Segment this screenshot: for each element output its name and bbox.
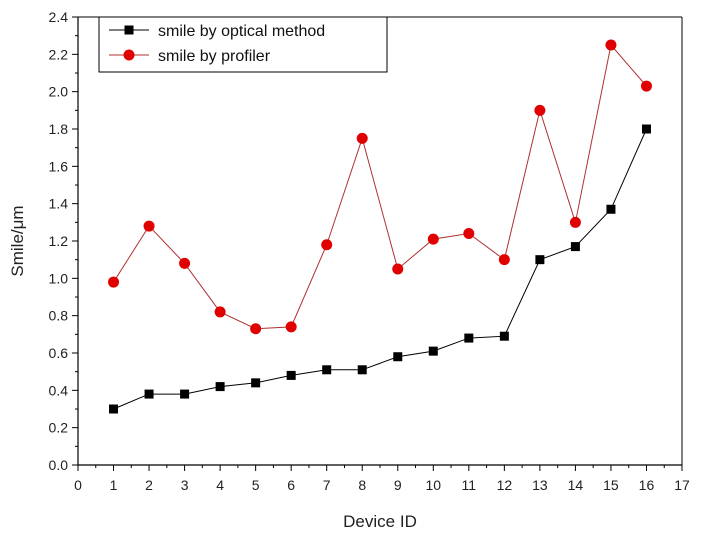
data-point [285,321,297,333]
x-tick-label: 8 [358,477,366,493]
data-point [498,254,510,266]
data-point [143,220,155,232]
x-tick-label: 10 [426,477,442,493]
y-tick-label: 1.8 [49,121,69,137]
x-axis-title: Device ID [343,512,417,531]
x-tick-label: 15 [603,477,619,493]
y-tick-label: 0.0 [49,457,69,473]
data-point [464,333,474,343]
data-point [534,104,546,116]
data-point [641,124,651,134]
x-tick-label: 11 [462,477,477,493]
axes: 0 1 2 3 4 5 6 7 8 9 10 11 12 13 14 15 16 170.00.20.40.60.… [8,9,690,531]
legend-box [98,16,388,73]
x-tick-label: 0 [74,477,82,493]
data-point [356,132,368,144]
x-tick-label: 9 [394,477,402,493]
data-point [250,323,262,335]
y-tick-label: 0.2 [49,420,69,436]
x-tick-label: 1 [110,477,118,493]
x-tick-label: 17 [674,477,690,493]
data-point [570,242,580,252]
data-point [463,228,475,240]
data-point [286,370,296,380]
y-axis-title: Smile/μm [8,205,27,276]
data-point [108,276,120,288]
y-tick-label: 1.4 [49,196,69,212]
y-tick-label: 2.4 [49,9,69,25]
data-point [214,306,226,318]
y-tick-label: 0.4 [49,382,69,398]
x-tick-label: 3 [181,477,189,493]
data-point [392,263,404,275]
x-tick-label: 7 [323,477,331,493]
x-tick-label: 16 [639,477,655,493]
data-point [605,39,617,51]
y-tick-label: 1.6 [49,158,69,174]
y-tick-label: 0.6 [49,345,69,361]
x-tick-label: 6 [287,477,295,493]
series-line [113,43,647,330]
data-point [179,257,191,269]
data-point [321,239,333,251]
y-tick-label: 1.2 [49,233,69,249]
data-point [251,378,261,388]
data-point [427,233,439,245]
y-tick-label: 2.0 [49,84,69,100]
data-point [640,80,652,92]
data-point [322,365,332,375]
series-profiler [108,39,652,335]
series-layer [108,39,652,414]
x-tick-label: 13 [532,477,548,493]
data-point [144,389,154,399]
data-point [606,204,616,214]
data-point [109,404,119,414]
data-point [180,389,190,399]
data-point [535,255,545,265]
x-tick-label: 12 [497,477,513,493]
series-optical-method [109,124,651,414]
data-point [393,352,403,362]
data-point [499,331,509,341]
legend-label: smile by profiler [158,48,271,65]
y-tick-label: 1.0 [49,270,69,286]
y-tick-label: 0.8 [49,308,69,324]
legend: smile by optical method smile by profiler [98,16,388,73]
x-tick-label: 14 [568,477,584,493]
legend-marker [123,49,135,61]
data-point [428,346,438,356]
series-line [113,128,647,410]
x-tick-label: 5 [252,477,260,493]
data-point [357,365,367,375]
legend-marker [124,25,134,35]
data-point [569,216,581,228]
data-point [215,382,225,392]
y-tick-label: 2.2 [49,46,69,62]
x-tick-label: 2 [145,477,153,493]
x-tick-label: 4 [216,477,224,493]
legend-label: smile by optical method [158,23,325,40]
